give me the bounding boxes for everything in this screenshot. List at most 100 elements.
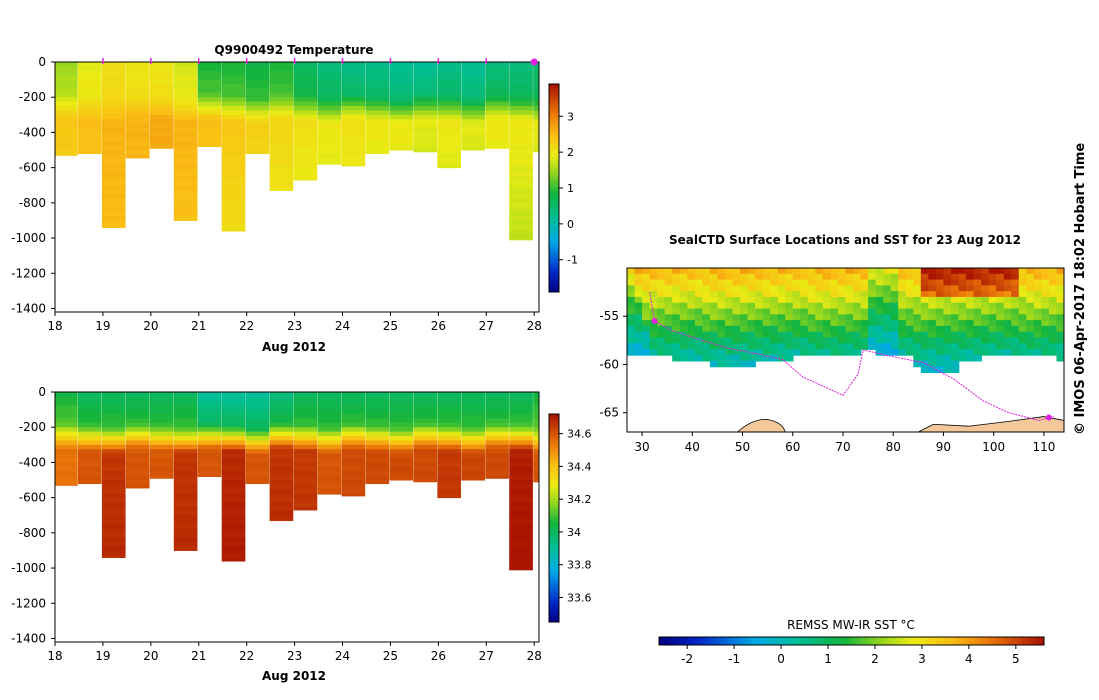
depth-cell bbox=[437, 431, 462, 437]
depth-cell bbox=[221, 396, 246, 402]
depth-cell bbox=[293, 84, 318, 89]
sst-cell bbox=[717, 337, 726, 345]
sst-cell bbox=[1041, 296, 1050, 304]
sst-cell bbox=[845, 291, 854, 298]
sst-cell bbox=[830, 320, 839, 327]
sst-cell bbox=[890, 296, 900, 304]
depth-cell bbox=[101, 392, 126, 397]
depth-cell bbox=[485, 409, 509, 415]
depth-cell bbox=[197, 466, 222, 472]
sst-cell bbox=[687, 320, 696, 327]
sst-cell bbox=[740, 285, 749, 293]
depth-cell bbox=[125, 480, 150, 485]
depth-cell bbox=[509, 189, 533, 195]
sst-cell bbox=[950, 279, 960, 287]
depth-cell bbox=[413, 458, 438, 463]
depth-cell bbox=[173, 475, 198, 481]
sst-colorbar-swatch bbox=[863, 637, 867, 645]
depth-cell bbox=[221, 216, 246, 221]
sst-cell bbox=[694, 308, 704, 316]
depth-cell bbox=[197, 119, 222, 125]
sst-cell bbox=[837, 349, 847, 356]
sst-cell bbox=[950, 268, 960, 275]
depth-cell bbox=[293, 97, 318, 103]
depth-cell bbox=[389, 101, 414, 107]
colorbar-swatch bbox=[549, 146, 559, 149]
colorbar-swatch bbox=[549, 550, 559, 553]
depth-cell bbox=[221, 75, 246, 81]
depth-cell bbox=[221, 436, 246, 441]
sst-cell bbox=[807, 291, 817, 298]
sst-cell bbox=[694, 285, 704, 293]
depth-cell bbox=[533, 128, 539, 133]
colorbar-swatch bbox=[549, 198, 559, 201]
depth-cell bbox=[317, 66, 342, 72]
sst-cell bbox=[792, 291, 802, 298]
sst-cell bbox=[950, 354, 960, 362]
sst-cell bbox=[822, 343, 832, 350]
sst-colorbar-swatch bbox=[866, 637, 870, 645]
depth-cell bbox=[221, 537, 246, 543]
depth-cell bbox=[293, 440, 318, 446]
sst-cell bbox=[732, 296, 741, 304]
colorbar-swatch bbox=[549, 442, 559, 445]
depth-cell bbox=[413, 114, 438, 120]
sst-cell bbox=[943, 268, 952, 275]
depth-cell bbox=[173, 418, 198, 424]
sst-cell bbox=[928, 302, 937, 310]
sst-cell bbox=[649, 302, 658, 310]
sst-cell bbox=[920, 366, 930, 374]
sst-cell bbox=[966, 268, 975, 275]
depth-cell bbox=[149, 431, 174, 437]
depth-cell bbox=[173, 158, 198, 164]
depth-cell bbox=[245, 409, 270, 415]
sst-cell bbox=[740, 302, 749, 310]
sst-cell bbox=[822, 349, 832, 356]
depth-cell bbox=[269, 392, 294, 397]
sst-cell bbox=[1011, 314, 1020, 321]
sst-cell bbox=[966, 314, 975, 321]
depth-cell bbox=[125, 418, 150, 424]
sst-cell bbox=[709, 273, 719, 281]
depth-cell bbox=[221, 515, 246, 521]
depth-cell bbox=[269, 180, 294, 186]
depth-cell bbox=[293, 453, 318, 459]
sst-cell bbox=[996, 337, 1005, 345]
colorbar-swatch bbox=[549, 208, 559, 211]
colorbar-swatch bbox=[549, 566, 559, 569]
depth-cell bbox=[317, 471, 342, 477]
depth-cell bbox=[317, 114, 342, 120]
depth-cell bbox=[509, 238, 533, 241]
depth-cell bbox=[173, 466, 198, 472]
depth-cell bbox=[221, 466, 246, 472]
sst-cell bbox=[664, 302, 674, 310]
sst-cell bbox=[837, 279, 847, 287]
depth-cell bbox=[341, 132, 366, 138]
depth-cell bbox=[485, 119, 509, 125]
sst-cell bbox=[777, 343, 787, 350]
depth-cell bbox=[293, 409, 318, 415]
sst-cell bbox=[913, 285, 922, 293]
depth-cell bbox=[437, 436, 462, 441]
sst-cell bbox=[717, 343, 726, 350]
sst-cell bbox=[649, 349, 658, 356]
depth-cell bbox=[293, 458, 318, 463]
sst-cell bbox=[913, 296, 922, 304]
profile-column bbox=[317, 392, 342, 495]
colorbar-swatch bbox=[549, 124, 559, 127]
colorbar-swatch bbox=[549, 256, 559, 259]
depth-cell bbox=[221, 176, 246, 182]
sst-cell bbox=[664, 349, 674, 356]
depth-cell bbox=[341, 493, 366, 497]
sst-cell bbox=[853, 343, 862, 350]
sst-cell bbox=[853, 285, 862, 293]
sst-cell bbox=[973, 268, 982, 275]
depth-cell bbox=[221, 119, 246, 125]
sst-cell bbox=[920, 331, 930, 339]
sst-cell bbox=[943, 331, 952, 339]
depth-cell bbox=[533, 414, 539, 419]
sst-cell bbox=[747, 291, 756, 298]
colorbar-swatch bbox=[549, 94, 559, 97]
depth-cell bbox=[413, 431, 438, 437]
depth-cell bbox=[365, 418, 390, 424]
